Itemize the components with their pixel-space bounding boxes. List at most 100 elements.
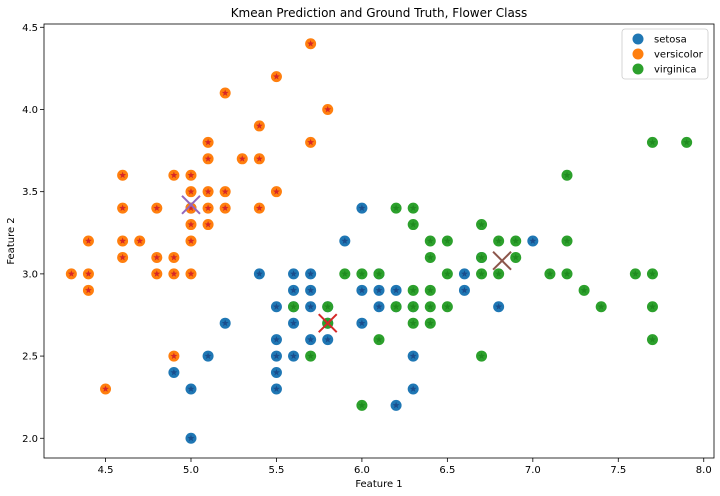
centroid-marker-1 [318, 313, 338, 333]
star-marker-versicolor-19 [187, 204, 195, 212]
star-marker-virginica-10 [512, 237, 520, 244]
legend-marker-setosa [632, 33, 644, 45]
x-tick-label-7: 8.0 [696, 465, 712, 476]
star-marker-versicolor-39 [102, 385, 109, 392]
x-tick-label-5: 7.0 [525, 465, 541, 476]
star-marker-versicolor-20 [204, 204, 212, 212]
star-marker-virginica-26 [426, 286, 434, 294]
star-marker-virginica-40 [649, 336, 656, 343]
star-marker-virginica-5 [409, 220, 417, 228]
star-marker-versicolor-22 [255, 204, 263, 212]
star-marker-versicolor-35 [170, 270, 178, 277]
legend: setosa versicolor virginica [621, 28, 709, 80]
x-axis-label: Feature 1 [355, 479, 402, 490]
star-marker-versicolor-21 [221, 204, 229, 212]
star-marker-virginica-12 [426, 253, 434, 261]
x-tick-label-1: 5.0 [183, 465, 199, 476]
x-tick-label-6: 7.5 [610, 465, 626, 476]
star-marker-setosa-40 [529, 237, 537, 244]
star-marker-versicolor-28 [187, 237, 195, 244]
star-marker-setosa-35 [392, 401, 400, 409]
star-marker-setosa-28 [392, 286, 400, 294]
star-marker-setosa-32 [358, 319, 366, 327]
star-marker-virginica-28 [290, 303, 297, 310]
star-marker-setosa-36 [409, 385, 417, 392]
x-tick-label-3: 6.0 [354, 465, 370, 476]
star-marker-virginica-41 [307, 352, 315, 359]
star-marker-virginica-34 [597, 303, 605, 310]
star-marker-setosa-3 [290, 270, 297, 277]
star-marker-versicolor-36 [187, 270, 195, 277]
star-marker-virginica-35 [649, 303, 656, 310]
star-marker-versicolor-8 [238, 155, 246, 162]
star-marker-virginica-39 [375, 336, 383, 343]
star-marker-versicolor-3 [324, 105, 332, 113]
star-marker-versicolor-25 [85, 237, 92, 244]
star-marker-versicolor-16 [273, 188, 280, 195]
star-marker-versicolor-9 [255, 155, 263, 162]
star-marker-setosa-16 [324, 336, 332, 343]
star-marker-setosa-13 [221, 319, 229, 327]
legend-label-setosa: setosa [654, 35, 687, 46]
y-tick-label-0: 2.0 [22, 434, 38, 445]
legend-marker-versicolor [632, 48, 644, 60]
star-marker-virginica-31 [409, 303, 417, 310]
star-marker-virginica-0 [649, 138, 656, 146]
star-marker-virginica-32 [426, 303, 434, 310]
star-marker-virginica-43 [358, 401, 366, 409]
points-layer [65, 38, 693, 444]
star-marker-setosa-19 [204, 352, 212, 359]
star-marker-versicolor-18 [153, 204, 161, 212]
star-marker-virginica-42 [478, 352, 485, 359]
star-marker-virginica-18 [443, 270, 451, 277]
star-marker-virginica-20 [495, 270, 503, 277]
star-marker-setosa-2 [255, 270, 263, 277]
star-marker-virginica-21 [546, 270, 554, 277]
centroid-layer [181, 195, 512, 333]
star-marker-setosa-37 [461, 270, 468, 277]
x-tick-label-2: 5.5 [268, 465, 284, 476]
centroid-marker-0 [181, 195, 201, 215]
star-marker-virginica-16 [358, 270, 366, 277]
star-marker-setosa-39 [495, 303, 503, 310]
star-marker-virginica-27 [580, 286, 588, 294]
star-marker-versicolor-14 [204, 188, 212, 195]
star-marker-setosa-21 [170, 368, 178, 376]
star-marker-versicolor-34 [153, 270, 161, 277]
star-marker-setosa-11 [307, 303, 315, 310]
star-marker-virginica-6 [478, 220, 485, 228]
star-marker-virginica-7 [426, 237, 434, 244]
star-marker-versicolor-31 [170, 253, 178, 261]
star-marker-virginica-15 [341, 270, 349, 277]
star-marker-virginica-11 [563, 237, 571, 244]
star-marker-setosa-29 [375, 303, 383, 310]
star-marker-setosa-26 [358, 286, 366, 294]
star-marker-virginica-30 [392, 303, 400, 310]
star-marker-setosa-15 [307, 336, 315, 343]
star-marker-virginica-19 [478, 270, 485, 277]
plot-area [43, 23, 715, 459]
star-marker-virginica-2 [563, 171, 571, 179]
star-marker-virginica-38 [426, 319, 434, 327]
star-marker-setosa-6 [290, 286, 297, 294]
star-marker-versicolor-0 [307, 40, 315, 47]
y-axis-label: Feature 2 [6, 217, 17, 264]
star-marker-setosa-20 [273, 368, 280, 376]
legend-label-versicolor: versicolor [654, 50, 704, 61]
star-marker-virginica-23 [631, 270, 639, 277]
star-marker-versicolor-1 [273, 73, 280, 80]
star-marker-versicolor-15 [221, 188, 229, 195]
y-tick-label-3: 3.5 [22, 187, 38, 198]
chart-title: Kmean Prediction and Ground Truth, Flowe… [231, 6, 528, 20]
y-axis: 2.0 2.5 3.0 3.5 4.0 4.5 [22, 23, 44, 445]
star-marker-virginica-13 [478, 253, 485, 261]
star-marker-versicolor-17 [119, 204, 127, 212]
legend-box [621, 28, 709, 80]
star-marker-versicolor-2 [221, 89, 229, 96]
star-marker-setosa-14 [273, 336, 280, 343]
star-marker-setosa-41 [461, 286, 468, 294]
star-marker-setosa-34 [409, 352, 417, 359]
star-marker-virginica-29 [324, 303, 332, 310]
x-axis: 4.5 5.0 5.5 6.0 6.5 7.0 7.5 8.0 [98, 458, 712, 476]
